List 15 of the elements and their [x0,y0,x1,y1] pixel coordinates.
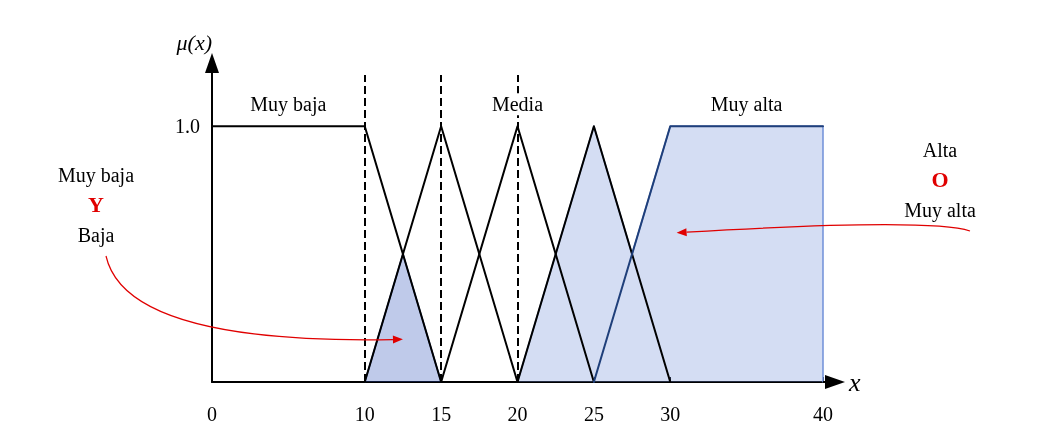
x-tick-label: 15 [431,403,452,425]
x-tick-label: 40 [813,403,833,425]
text: Muy baja Y Baja [56,163,136,249]
x-tick-label: 0 [207,403,217,425]
y-tick-label: 1.0 [175,115,200,138]
x-tick-label: 30 [660,403,681,425]
y-axis-title: μ(x) [175,29,212,55]
series-label: Muy baja [250,93,327,117]
text: Alta O Muy alta [903,138,977,224]
series-label: Muy alta [710,93,783,117]
x-tick-label: 20 [507,403,528,425]
x-tick-label: 10 [354,403,375,425]
series-label: Media [491,93,544,116]
x-tick-label: 25 [583,403,604,425]
x-axis-title: x [848,367,861,397]
